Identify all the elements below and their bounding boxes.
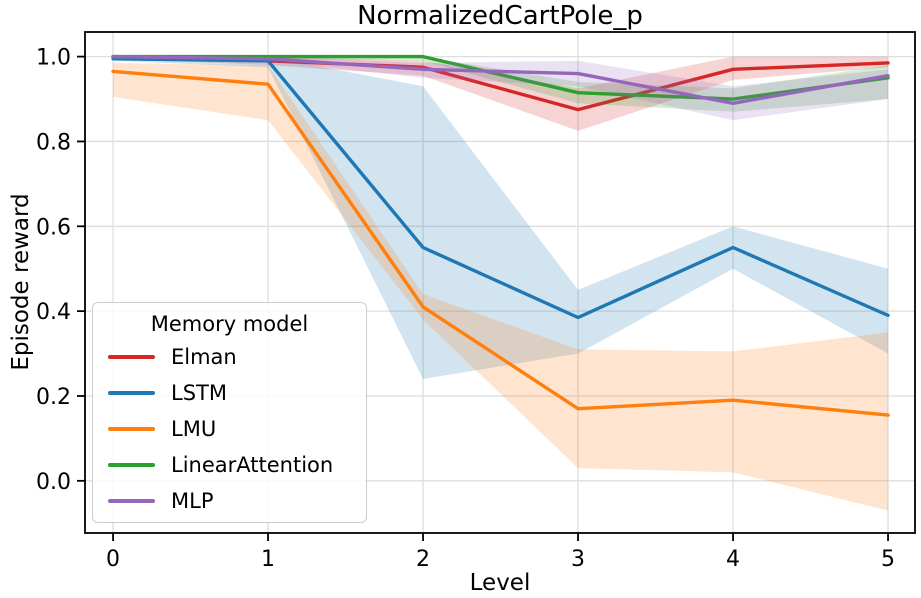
x-tick-label: 3 — [571, 547, 585, 572]
series-band-mlp — [113, 56, 889, 121]
legend-item-lmu: LMU — [103, 411, 356, 447]
y-tick-label: 0.0 — [36, 470, 71, 495]
legend: Memory model Elman LSTM LMU LinearAttention… — [92, 302, 367, 523]
legend-label: LSTM — [171, 381, 227, 405]
y-tick-label: 0.2 — [36, 385, 71, 410]
y-tick-label: 1.0 — [36, 46, 71, 71]
legend-swatch-lmu — [108, 427, 155, 431]
y-tick-label: 0.6 — [36, 215, 71, 240]
legend-label: LinearAttention — [171, 453, 334, 477]
series-line-lmu — [111, 69, 890, 417]
legend-title: Memory model — [150, 312, 309, 336]
legend-label: LMU — [171, 417, 217, 441]
legend-label: MLP — [171, 489, 214, 513]
legend-swatch-elman — [108, 355, 155, 359]
legend-label: Elman — [171, 345, 237, 369]
x-tick-label: 2 — [416, 547, 430, 572]
legend-swatch-mlp — [108, 499, 155, 503]
series-band-lmu — [113, 62, 889, 511]
x-tick-label: 1 — [261, 547, 275, 572]
y-tick-label: 0.4 — [36, 300, 71, 325]
series-line-mlp — [111, 54, 890, 105]
x-axis-label: Level — [469, 570, 531, 596]
legend-items: Elman LSTM LMU LinearAttention MLP — [103, 339, 356, 519]
legend-item-elman: Elman — [103, 339, 356, 375]
y-axis-label: Episode reward — [8, 193, 34, 371]
chart-title: NormalizedCartPole_p — [357, 1, 643, 31]
x-tick-label: 5 — [881, 547, 895, 572]
series-line-lstm — [111, 57, 890, 320]
x-tick-label: 0 — [106, 547, 120, 572]
legend-item-lstm: LSTM — [103, 375, 356, 411]
plot-spines — [84, 31, 916, 534]
y-tick-label: 0.8 — [36, 130, 71, 155]
legend-item-linearattention: LinearAttention — [103, 447, 356, 483]
series-line-linearattention — [111, 54, 890, 101]
legend-swatch-lstm — [108, 391, 155, 395]
legend-item-mlp: MLP — [103, 483, 356, 519]
legend-swatch-linearattention — [108, 463, 155, 467]
series-band-elman — [113, 56, 889, 131]
x-tick-label: 4 — [726, 547, 740, 572]
